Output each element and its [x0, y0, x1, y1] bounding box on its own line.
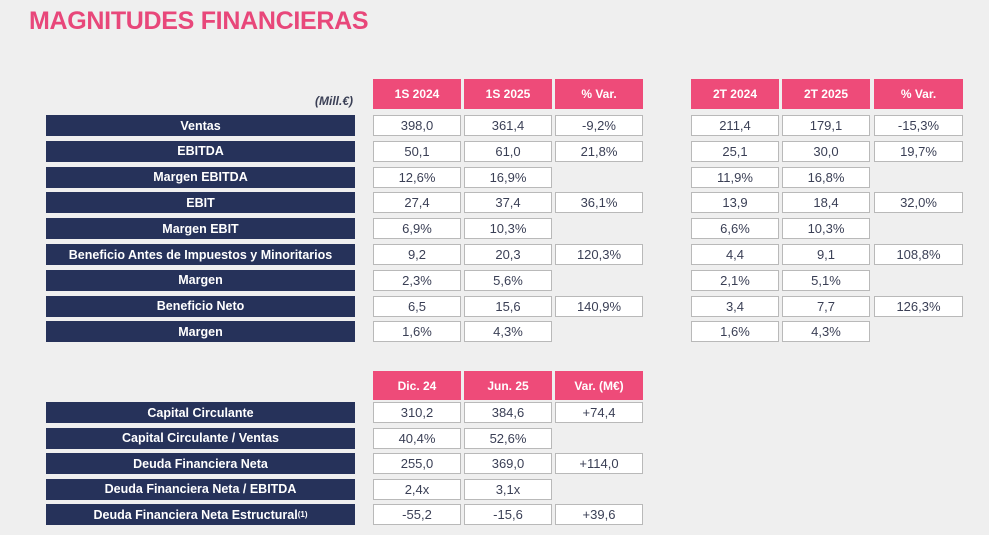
value-cell: 11,9%: [691, 166, 779, 188]
column-header: Jun. 25: [464, 371, 552, 400]
value-cell: 10,3%: [782, 218, 870, 240]
value-cell: 140,9%: [555, 295, 643, 317]
value-cell: -15,6: [464, 504, 552, 526]
value-cell: 7,7: [782, 295, 870, 317]
value-cell: 310,2: [373, 402, 461, 423]
value-cell: 13,9: [691, 192, 779, 214]
row-label: Deuda Financiera Neta Estructural (1): [46, 504, 355, 526]
column-header: 1S 2025: [464, 79, 552, 109]
value-cell: 18,4: [782, 192, 870, 214]
value-cell: 4,3%: [464, 321, 552, 343]
value-cell: 10,3%: [464, 218, 552, 240]
value-cell: 36,1%: [555, 192, 643, 214]
value-cell: 211,4: [691, 115, 779, 136]
value-cell: 6,9%: [373, 218, 461, 240]
row-label: Margen EBIT: [46, 218, 355, 240]
row-label: Margen EBITDA: [46, 166, 355, 188]
row-label: Capital Circulante: [46, 402, 355, 423]
value-cell: 4,4: [691, 244, 779, 265]
value-cell: 120,3%: [555, 244, 643, 265]
column-header: 1S 2024: [373, 79, 461, 109]
row-label: EBITDA: [46, 140, 355, 162]
value-cell: -15,3%: [874, 115, 963, 136]
column-header: Dic. 24: [373, 371, 461, 400]
value-cell: 9,2: [373, 244, 461, 265]
value-cell: 19,7%: [874, 140, 963, 162]
row-label: Beneficio Antes de Impuestos y Minoritar…: [46, 244, 355, 265]
value-cell: 20,3: [464, 244, 552, 265]
value-cell: 369,0: [464, 453, 552, 475]
value-cell: +114,0: [555, 453, 643, 475]
row-label: EBIT: [46, 192, 355, 214]
column-header: 2T 2024: [691, 79, 779, 109]
value-cell: 50,1: [373, 140, 461, 162]
value-cell: 15,6: [464, 295, 552, 317]
value-cell: 108,8%: [874, 244, 963, 265]
value-cell: 126,3%: [874, 295, 963, 317]
value-cell: 4,3%: [782, 321, 870, 343]
value-cell: 6,6%: [691, 218, 779, 240]
row-label: Deuda Financiera Neta / EBITDA: [46, 478, 355, 500]
value-cell: 9,1: [782, 244, 870, 265]
value-cell: 5,6%: [464, 269, 552, 291]
value-cell: 3,4: [691, 295, 779, 317]
value-cell: -55,2: [373, 504, 461, 526]
value-cell: 384,6: [464, 402, 552, 423]
value-cell: 61,0: [464, 140, 552, 162]
page-title: MAGNITUDES FINANCIERAS: [29, 7, 369, 35]
value-cell: 32,0%: [874, 192, 963, 214]
value-cell: 37,4: [464, 192, 552, 214]
value-cell: 255,0: [373, 453, 461, 475]
row-label: Margen: [46, 269, 355, 291]
column-header: Var. (M€): [555, 371, 643, 400]
value-cell: 179,1: [782, 115, 870, 136]
value-cell: 52,6%: [464, 427, 552, 449]
value-cell: 12,6%: [373, 166, 461, 188]
value-cell: 2,4x: [373, 478, 461, 500]
row-label: Capital Circulante / Ventas: [46, 427, 355, 449]
value-cell: 361,4: [464, 115, 552, 136]
value-cell: 3,1x: [464, 478, 552, 500]
value-cell: 2,1%: [691, 269, 779, 291]
row-label: Beneficio Neto: [46, 295, 355, 317]
value-cell: 1,6%: [373, 321, 461, 343]
value-cell: 27,4: [373, 192, 461, 214]
row-label: Ventas: [46, 115, 355, 136]
column-header: % Var.: [555, 79, 643, 109]
value-cell: 6,5: [373, 295, 461, 317]
value-cell: 40,4%: [373, 427, 461, 449]
column-header: % Var.: [874, 79, 963, 109]
row-label: Margen: [46, 321, 355, 343]
value-cell: 16,9%: [464, 166, 552, 188]
value-cell: 16,8%: [782, 166, 870, 188]
value-cell: -9,2%: [555, 115, 643, 136]
value-cell: 398,0: [373, 115, 461, 136]
value-cell: 5,1%: [782, 269, 870, 291]
value-cell: 1,6%: [691, 321, 779, 343]
value-cell: 21,8%: [555, 140, 643, 162]
unit-label: (Mill.€): [315, 94, 353, 108]
value-cell: 2,3%: [373, 269, 461, 291]
value-cell: +74,4: [555, 402, 643, 423]
row-label: Deuda Financiera Neta: [46, 453, 355, 475]
value-cell: +39,6: [555, 504, 643, 526]
value-cell: 25,1: [691, 140, 779, 162]
value-cell: 30,0: [782, 140, 870, 162]
column-header: 2T 2025: [782, 79, 870, 109]
